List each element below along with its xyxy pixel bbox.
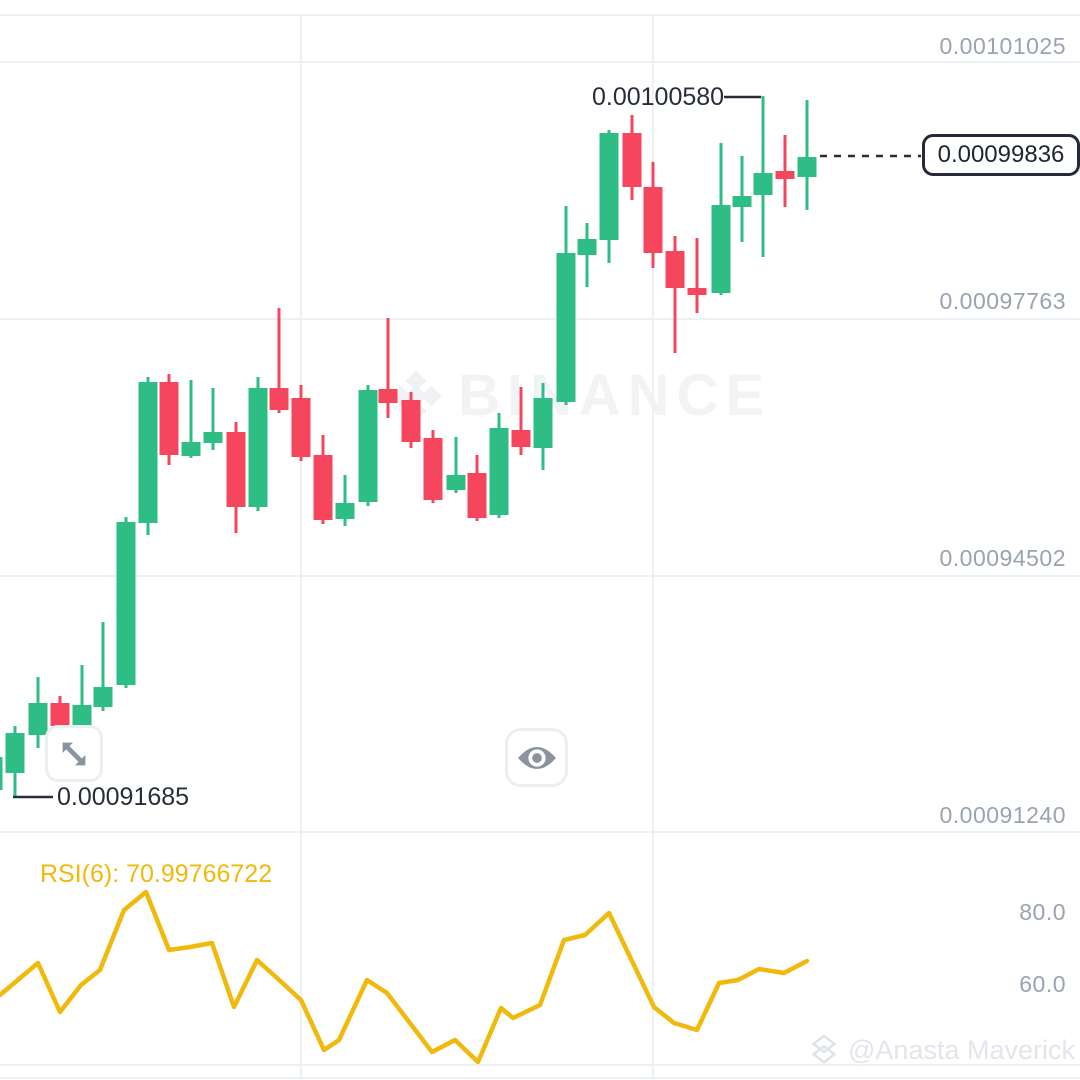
candle-body — [533, 398, 553, 448]
candle-body — [248, 388, 268, 507]
price-axis-label: 0.00094502 — [939, 545, 1066, 571]
binance-watermark: BINANCE — [388, 362, 771, 429]
candle-body — [401, 400, 421, 442]
candle-body — [423, 438, 443, 500]
candle-body — [203, 432, 223, 443]
candle-body — [181, 442, 201, 456]
candle-body — [556, 253, 576, 402]
price-axis-label: 0.00101025 — [939, 33, 1066, 59]
candle-body — [446, 475, 466, 490]
low-price-label: 0.00091685 — [57, 783, 190, 811]
author-watermark: @Anasta Maverick — [807, 1033, 1075, 1067]
author-logo-icon — [811, 1034, 837, 1064]
candle-body — [775, 171, 795, 179]
price-axis-label: 0.00091240 — [939, 802, 1066, 828]
high-price-label: 0.00100580 — [592, 83, 725, 111]
candle-body — [93, 687, 113, 707]
binance-watermark-text: BINANCE — [458, 363, 772, 428]
candle-body — [50, 703, 70, 726]
candle-body — [116, 522, 136, 685]
candle-body — [159, 382, 179, 455]
visibility-button[interactable] — [505, 728, 568, 787]
last-price-badge: 0.00099836 — [922, 134, 1080, 176]
candle-body — [72, 705, 92, 728]
candle-body — [467, 473, 487, 518]
candle-body — [313, 455, 333, 520]
rsi-axis-label: 60.0 — [1019, 971, 1066, 997]
candle-body — [511, 430, 531, 447]
candle-body — [599, 133, 619, 240]
rsi-axis-label: 80.0 — [1019, 899, 1066, 925]
candle-body — [291, 398, 311, 457]
candle-body — [269, 388, 289, 410]
candle-body — [577, 239, 597, 255]
expand-icon — [62, 742, 86, 765]
rsi-indicator-value: RSI(6): 70.99766722 — [40, 860, 273, 888]
candle-body — [665, 251, 685, 288]
rsi-line — [0, 889, 810, 1065]
candle-body — [622, 133, 642, 187]
candle-body — [28, 703, 48, 735]
candle-body — [753, 173, 773, 195]
candle-body — [138, 382, 158, 523]
price-axis-label: 0.00097763 — [939, 288, 1066, 314]
author-watermark-text: @Anasta Maverick — [848, 1034, 1075, 1065]
expand-chart-button[interactable] — [45, 725, 103, 782]
candle-body — [732, 196, 752, 207]
candle-body — [797, 157, 817, 177]
candle-body — [0, 757, 3, 790]
candle-body — [5, 733, 25, 773]
candle-body — [226, 432, 246, 507]
eye-icon — [517, 746, 556, 769]
candle-body — [489, 428, 509, 515]
candle-body — [378, 389, 398, 403]
candle-body — [643, 187, 663, 253]
candle-body — [335, 503, 355, 519]
candle-body — [711, 205, 731, 293]
candle-body — [358, 390, 378, 502]
candle-body — [687, 288, 707, 295]
